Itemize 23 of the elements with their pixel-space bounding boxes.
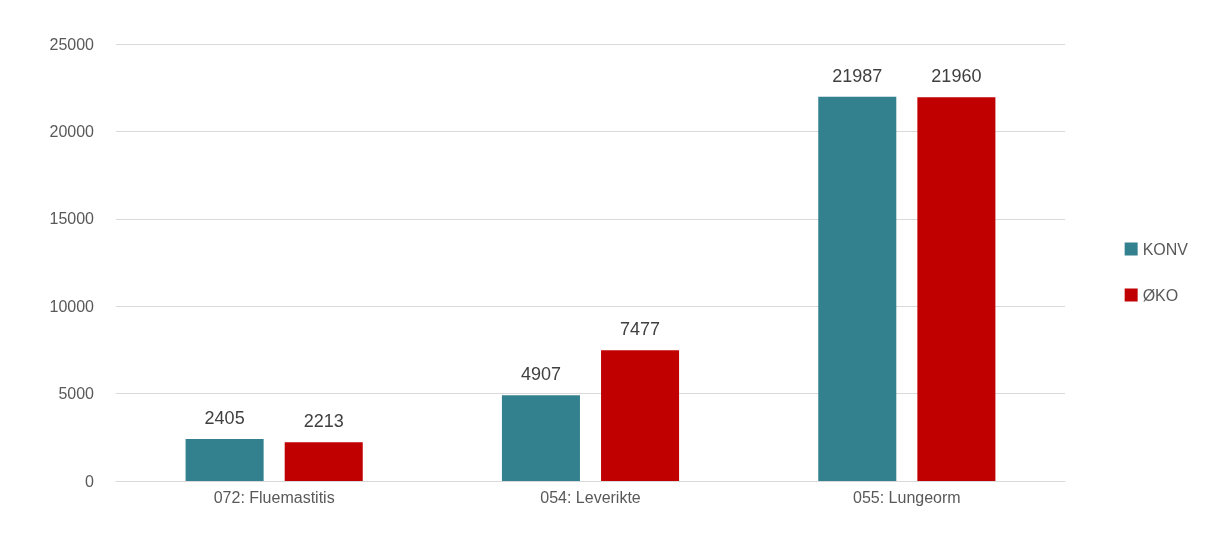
x-tick-label: 054: Leverikte xyxy=(540,488,641,506)
data-label: 2213 xyxy=(303,411,344,432)
x-tick-label: 072: Fluemastitis xyxy=(213,488,335,506)
data-label: 2405 xyxy=(204,407,245,428)
bar xyxy=(284,442,363,481)
bar xyxy=(818,96,897,481)
y-tick-label: 5000 xyxy=(58,385,95,403)
y-tick-label: 25000 xyxy=(49,35,95,53)
data-label: 4907 xyxy=(520,364,561,385)
data-label: 21987 xyxy=(832,65,883,86)
y-tick-label: 10000 xyxy=(49,297,95,315)
bar xyxy=(917,97,996,481)
legend-label: KONV xyxy=(1142,240,1189,258)
y-tick-label: 0 xyxy=(85,472,95,490)
data-label: 7477 xyxy=(620,319,661,340)
x-tick-label: 055: Lungeorm xyxy=(853,488,961,506)
bar xyxy=(501,395,580,481)
legend-label: ØKO xyxy=(1142,286,1179,304)
bar xyxy=(185,438,264,481)
bar xyxy=(601,350,680,481)
y-tick-label: 20000 xyxy=(49,122,95,140)
y-tick-label: 15000 xyxy=(49,210,95,228)
data-label: 21960 xyxy=(931,66,982,87)
